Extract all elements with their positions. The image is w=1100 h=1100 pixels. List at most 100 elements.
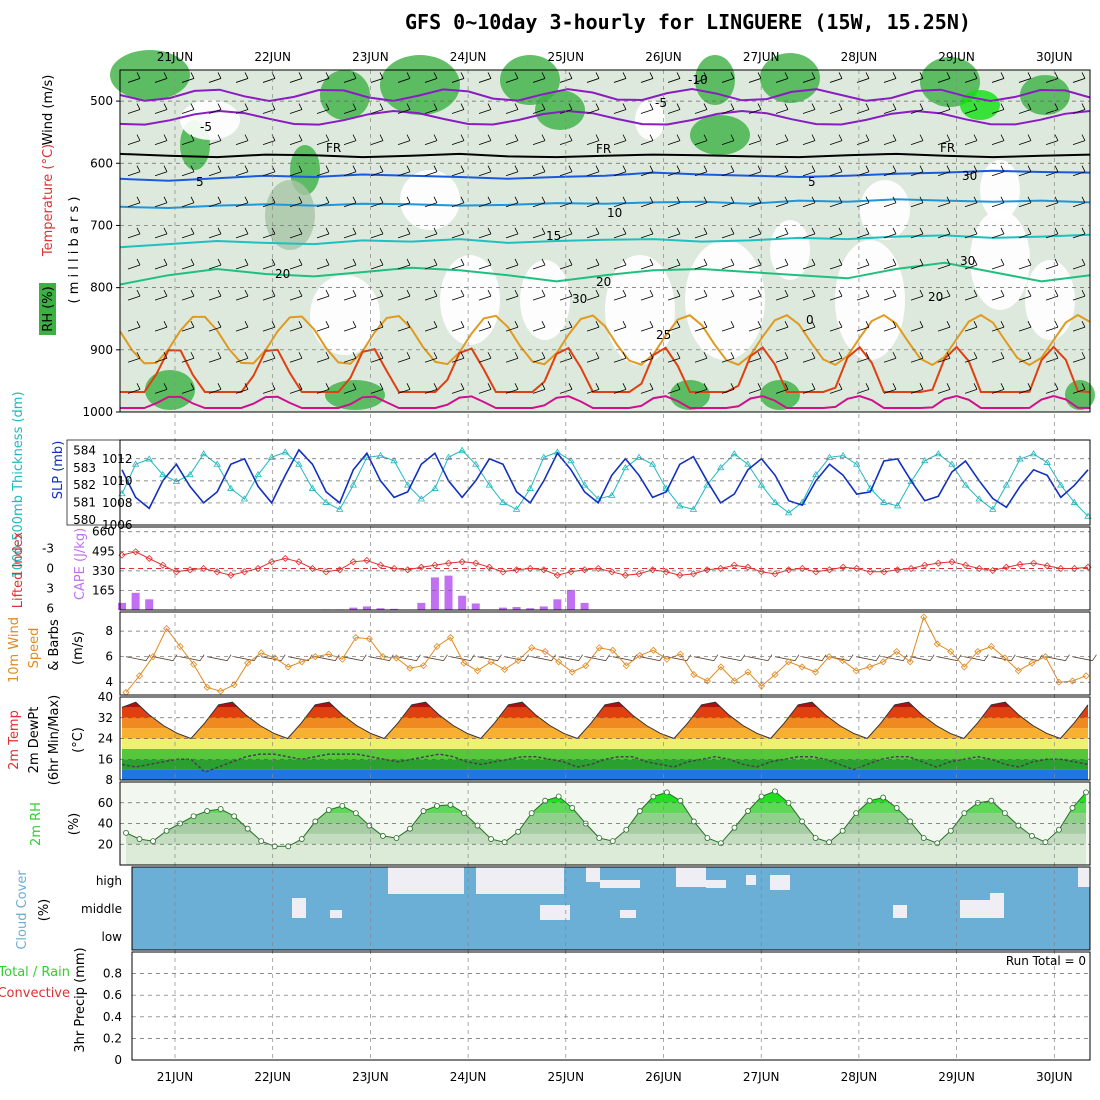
rh2m-point	[447, 801, 454, 808]
wind-barb	[883, 165, 897, 177]
thickness-point	[458, 446, 466, 453]
rh2m-point	[136, 836, 143, 842]
wind-point	[1055, 678, 1063, 686]
wind-barb	[829, 134, 843, 145]
cloud-gap-1	[476, 867, 564, 894]
panel-frame-upper	[119, 69, 1091, 413]
wind-barb	[451, 320, 465, 332]
temp-contour-minus5	[119, 109, 1091, 126]
surface-wind-barb	[991, 654, 1016, 662]
surface-wind-barb	[747, 654, 773, 662]
contour-label-c30a: 30	[572, 292, 587, 306]
rh2m-point	[772, 788, 778, 795]
contour-label-c5b: 5	[808, 175, 816, 189]
thickness-point	[512, 505, 521, 512]
wind-barb	[721, 352, 735, 363]
thickness-point	[771, 498, 779, 505]
rh2m-point	[325, 807, 332, 813]
wind-barb	[343, 352, 357, 363]
wind-point	[1014, 667, 1022, 675]
date-top-23JUN: 23JUN	[352, 50, 389, 64]
lifted-point	[472, 559, 480, 567]
thickness-point	[852, 460, 861, 467]
thickness-point	[131, 460, 140, 467]
wind-point	[541, 648, 549, 656]
thickness-point	[648, 460, 657, 467]
rh-area-4	[695, 55, 735, 105]
rh2m-point	[474, 822, 481, 829]
rh2m-point	[555, 793, 562, 800]
wind-barb	[181, 258, 195, 270]
date-bottom-26JUN: 26JUN	[645, 1070, 682, 1084]
wind-barb	[289, 352, 303, 363]
lifted-point	[349, 558, 357, 566]
wind-barb	[343, 383, 357, 394]
lifted-point	[880, 568, 888, 576]
wind-barb	[262, 196, 276, 208]
wind-barb	[775, 258, 789, 270]
thickness-point	[989, 505, 997, 512]
cloud-gap-4	[676, 867, 706, 887]
lifted-point	[553, 571, 561, 579]
wind-barb	[127, 134, 141, 145]
wind-barb	[505, 165, 519, 177]
wind-ytick-4: 4	[105, 675, 113, 689]
temp-line	[121, 701, 1089, 740]
lifted-point	[499, 568, 507, 576]
wind-point	[987, 642, 995, 651]
lifted-point	[159, 561, 167, 569]
rh2m-point	[190, 813, 197, 820]
cloud-gap-3	[600, 880, 640, 888]
wind-point	[676, 650, 684, 658]
wind-barb	[667, 383, 681, 394]
upper-ytick-1000: 1000	[82, 405, 113, 419]
wind-barb	[667, 165, 681, 177]
wind-barb	[964, 165, 978, 177]
wind-barb	[154, 103, 168, 114]
temp-contour-20	[119, 261, 1091, 286]
cloud-gap-6	[746, 875, 756, 885]
wind-barb	[397, 103, 411, 114]
lifted-point	[771, 570, 779, 578]
wind-barb	[154, 289, 168, 301]
wind-barb	[289, 196, 303, 208]
rh2m-point	[501, 839, 508, 846]
rh2m-point	[745, 808, 751, 814]
lifted-point	[336, 566, 344, 574]
wind-barb	[721, 289, 735, 301]
wind-barb	[1018, 227, 1032, 239]
rh2m-point	[826, 839, 832, 846]
wind-barb	[1045, 196, 1059, 208]
wind-barb	[991, 134, 1005, 145]
wind-point	[636, 651, 644, 659]
wind-barb	[397, 320, 411, 332]
rh2m-point	[380, 833, 386, 839]
wind-barb	[451, 227, 465, 239]
slp-ytick-1010: 1010	[102, 474, 133, 488]
rh2m-point	[1001, 810, 1008, 817]
contour-label-c30c: 30	[960, 254, 975, 268]
cloud-gap-9	[292, 898, 306, 918]
rh-area-9	[690, 115, 750, 155]
date-bottom-28JUN: 28JUN	[841, 1070, 878, 1084]
wind-barb	[775, 134, 789, 145]
wind-barb	[748, 196, 762, 208]
wind-barb	[883, 72, 897, 83]
wind-barb	[181, 352, 195, 363]
wind-barb	[964, 289, 978, 301]
wind-point	[257, 649, 265, 657]
run-total: Run Total = 0	[1006, 954, 1086, 968]
date-top-26JUN: 26JUN	[645, 50, 682, 64]
wind-barb	[262, 227, 276, 239]
lifted-ytick-3: 3	[46, 582, 54, 596]
wind-point	[595, 644, 603, 652]
wind-barb	[235, 227, 249, 239]
contour-label-fr3: FR	[940, 141, 955, 155]
wind-barb	[1045, 289, 1059, 301]
wind-barb	[1072, 165, 1086, 177]
wind-barb	[451, 196, 465, 208]
lifted-point	[921, 561, 929, 569]
rh2m-unit: (%)	[67, 813, 82, 836]
temp-contour-FR	[119, 152, 1091, 159]
lifted-point	[744, 563, 752, 571]
